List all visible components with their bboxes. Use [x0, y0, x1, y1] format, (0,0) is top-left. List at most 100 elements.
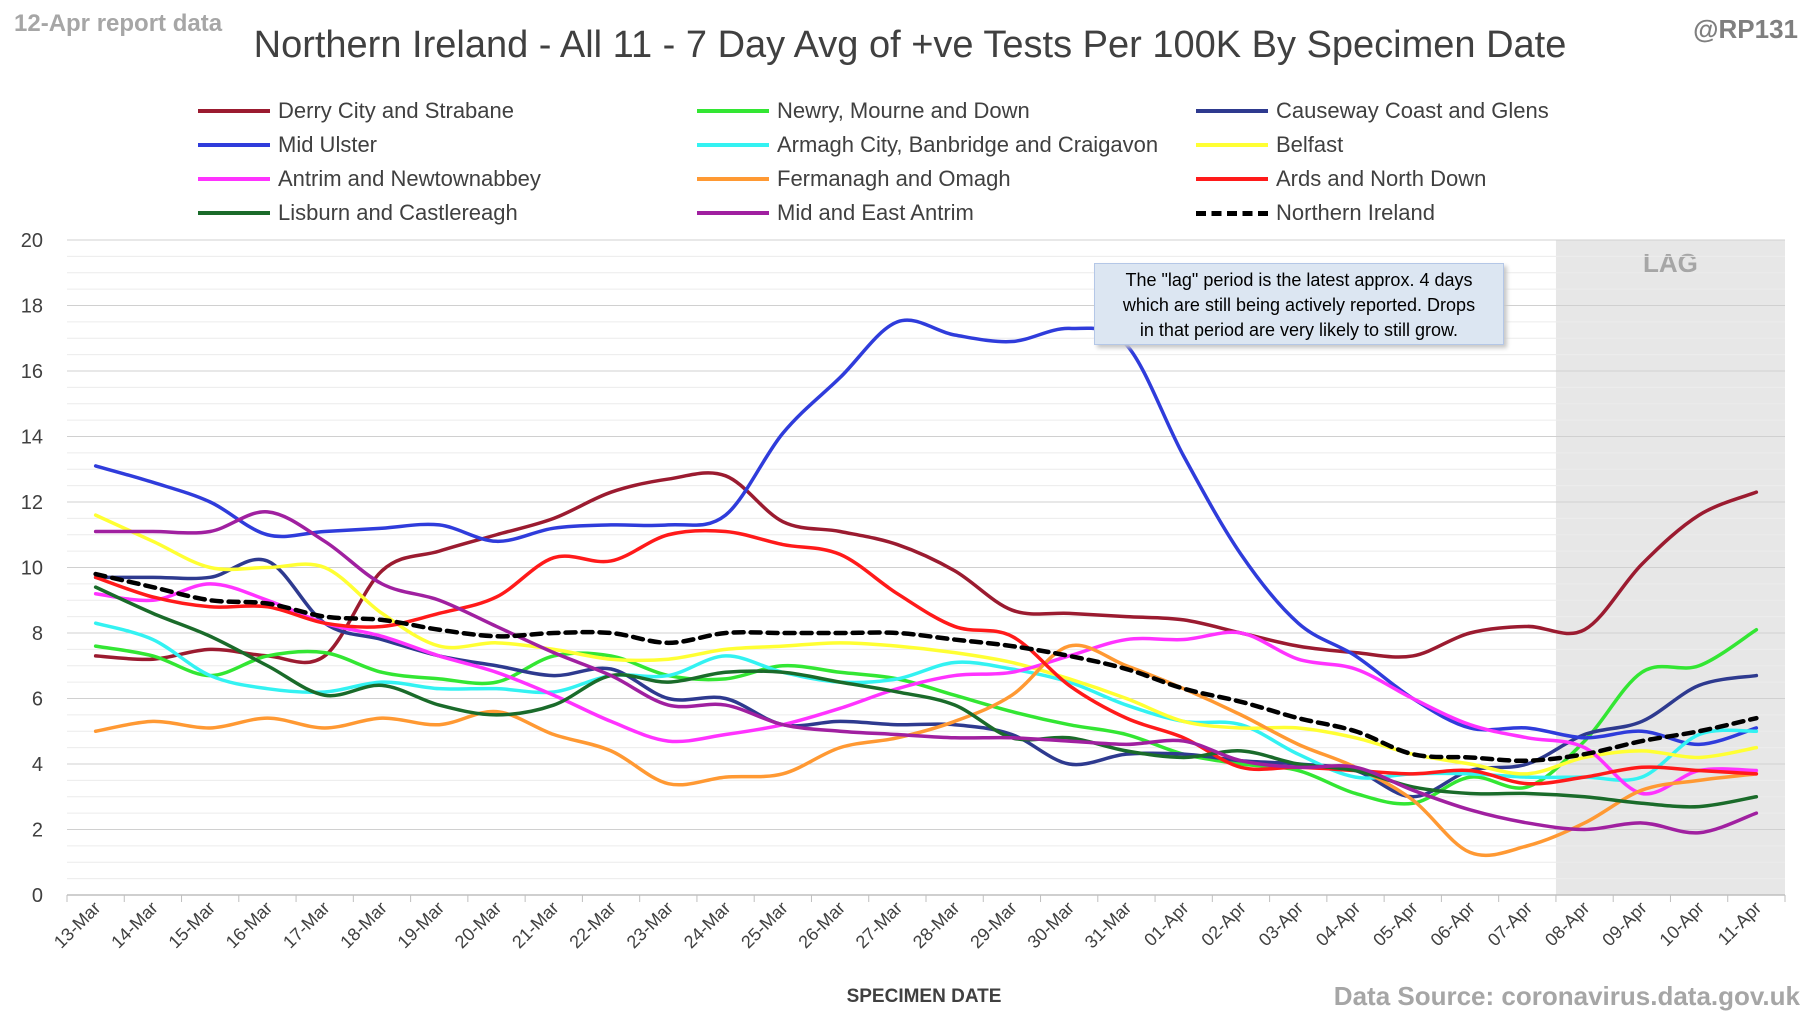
- legend-swatch: [1196, 109, 1268, 113]
- legend-label: Northern Ireland: [1276, 200, 1435, 225]
- legend-swatch: [697, 177, 769, 181]
- x-tick-label: 26-Mar: [794, 898, 848, 952]
- y-tick-label: 12: [21, 492, 43, 514]
- author-handle: @RP131: [1693, 14, 1798, 44]
- x-tick-label: 20-Mar: [451, 898, 505, 952]
- lag-note-line-3: in that period are very likely to still …: [1139, 320, 1459, 340]
- lag-note: The "lag" period is the latest approx. 4…: [1094, 263, 1504, 345]
- series-line-ards-and-north-down: [93, 528, 1759, 786]
- legend-label: Mid and East Antrim: [777, 200, 974, 225]
- series-line-fermanagh-and-omagh: [93, 643, 1759, 858]
- x-tick-label: 14-Mar: [107, 898, 161, 952]
- x-tick-label: 01-Apr: [1140, 898, 1192, 950]
- legend-item: Northern Ireland: [1196, 198, 1435, 228]
- x-tick-label: 04-Apr: [1312, 898, 1364, 950]
- series-line-belfast: [93, 513, 1759, 776]
- y-tick-label: 14: [21, 427, 43, 449]
- report-date-label: 12-Apr report data: [14, 10, 223, 37]
- legend-swatch: [198, 211, 270, 215]
- x-tick-label: 05-Apr: [1369, 898, 1421, 950]
- legend-label: Ards and North Down: [1276, 166, 1487, 191]
- y-tick-label: 16: [21, 361, 43, 383]
- y-tick-label: 8: [32, 623, 43, 645]
- legend-item: Fermanagh and Omagh: [697, 164, 1011, 194]
- x-tick-label: 25-Mar: [737, 898, 791, 952]
- legend-item: Derry City and Strabane: [198, 96, 514, 126]
- legend-swatch: [1196, 177, 1268, 181]
- legend-label: Belfast: [1276, 132, 1344, 157]
- legend-swatch: [1196, 143, 1268, 147]
- lag-note-line-2: which are still being actively reported.…: [1122, 295, 1476, 315]
- y-tick-label: 4: [32, 754, 43, 776]
- y-tick-label: 20: [21, 230, 43, 252]
- x-tick-label: 03-Apr: [1255, 898, 1307, 950]
- legend-item: Antrim and Newtownabbey: [198, 164, 541, 194]
- legend-swatch: [1196, 210, 1268, 216]
- x-tick-label: 15-Mar: [165, 898, 219, 952]
- legend-swatch: [697, 211, 769, 215]
- x-tick-label: 18-Mar: [336, 898, 390, 952]
- legend-swatch: [697, 143, 769, 147]
- legend-item: Newry, Mourne and Down: [697, 96, 1030, 126]
- y-tick-label: 6: [32, 689, 43, 711]
- x-tick-label: 28-Mar: [909, 898, 963, 952]
- x-tick-label: 29-Mar: [966, 898, 1020, 952]
- x-tick-label: 27-Mar: [852, 898, 906, 952]
- legend-item: Belfast: [1196, 130, 1343, 160]
- x-tick-label: 07-Apr: [1484, 898, 1536, 950]
- x-axis-title: SPECIMEN DATE: [847, 986, 1002, 1007]
- x-tick-label: 02-Apr: [1197, 898, 1249, 950]
- x-tick-label: 06-Apr: [1427, 898, 1479, 950]
- legend-label: Lisburn and Castlereagh: [278, 200, 518, 225]
- x-tick-label: 30-Mar: [1024, 898, 1078, 952]
- legend-label: Antrim and Newtownabbey: [278, 166, 541, 191]
- series-line-antrim-and-newtownabbey: [93, 582, 1759, 796]
- chart-title: Northern Ireland - All 11 - 7 Day Avg of…: [253, 24, 1567, 66]
- series-line-mid-and-east-antrim: [93, 510, 1759, 835]
- series-line-northern-ireland: [93, 571, 1759, 764]
- y-tick-label: 2: [32, 820, 43, 842]
- legend-label: Armagh City, Banbridge and Craigavon: [777, 132, 1159, 157]
- legend-item: Causeway Coast and Glens: [1196, 96, 1549, 126]
- series-line-armagh-city-banbridge-and-craigavon: [93, 621, 1759, 782]
- legend-label: Derry City and Strabane: [278, 98, 514, 123]
- x-tick-label: 11-Apr: [1714, 898, 1765, 949]
- lag-note-line-1: The "lag" period is the latest approx. 4…: [1125, 270, 1473, 290]
- legend-label: Mid Ulster: [278, 132, 378, 157]
- y-tick-label: 0: [32, 885, 43, 907]
- x-tick-label: 13-Mar: [50, 898, 104, 952]
- x-tick-label: 09-Apr: [1598, 898, 1650, 950]
- data-source: Data Source: coronavirus.data.gov.uk: [1333, 981, 1800, 1011]
- series-line-newry-mourne-and-down: [93, 627, 1759, 806]
- x-tick-label: 16-Mar: [222, 898, 276, 952]
- series-line-lisburn-and-castlereagh: [93, 585, 1759, 809]
- series-line-derry-city-and-strabane: [93, 471, 1759, 665]
- legend-item: Lisburn and Castlereagh: [198, 198, 518, 228]
- legend-swatch: [198, 109, 270, 113]
- legend-label: Fermanagh and Omagh: [777, 166, 1011, 191]
- legend-label: Causeway Coast and Glens: [1276, 98, 1549, 123]
- y-tick-label: 18: [21, 296, 43, 318]
- legend-swatch: [697, 109, 769, 113]
- legend-item: Mid Ulster: [198, 130, 377, 160]
- legend-item: Ards and North Down: [1196, 164, 1486, 194]
- series-line-mid-ulster: [93, 318, 1759, 747]
- lag-label: LAG: [1643, 248, 1698, 278]
- x-tick-label: 24-Mar: [680, 898, 734, 952]
- x-tick-label: 19-Mar: [394, 898, 448, 952]
- x-tick-label: 31-Mar: [1081, 898, 1135, 952]
- x-tick-label: 10-Apr: [1656, 898, 1708, 950]
- x-tick-label: 21-Mar: [508, 898, 562, 952]
- legend-item: Armagh City, Banbridge and Craigavon: [697, 130, 1158, 160]
- x-tick-label: 23-Mar: [623, 898, 677, 952]
- x-tick-label: 08-Apr: [1541, 898, 1593, 950]
- y-tick-label: 10: [21, 558, 43, 580]
- legend-swatch: [198, 177, 270, 181]
- x-tick-label: 22-Mar: [565, 898, 619, 952]
- legend-label: Newry, Mourne and Down: [777, 98, 1030, 123]
- legend-swatch: [198, 143, 270, 147]
- legend-item: Mid and East Antrim: [697, 198, 974, 228]
- series-line-causeway-coast-and-glens: [93, 557, 1759, 799]
